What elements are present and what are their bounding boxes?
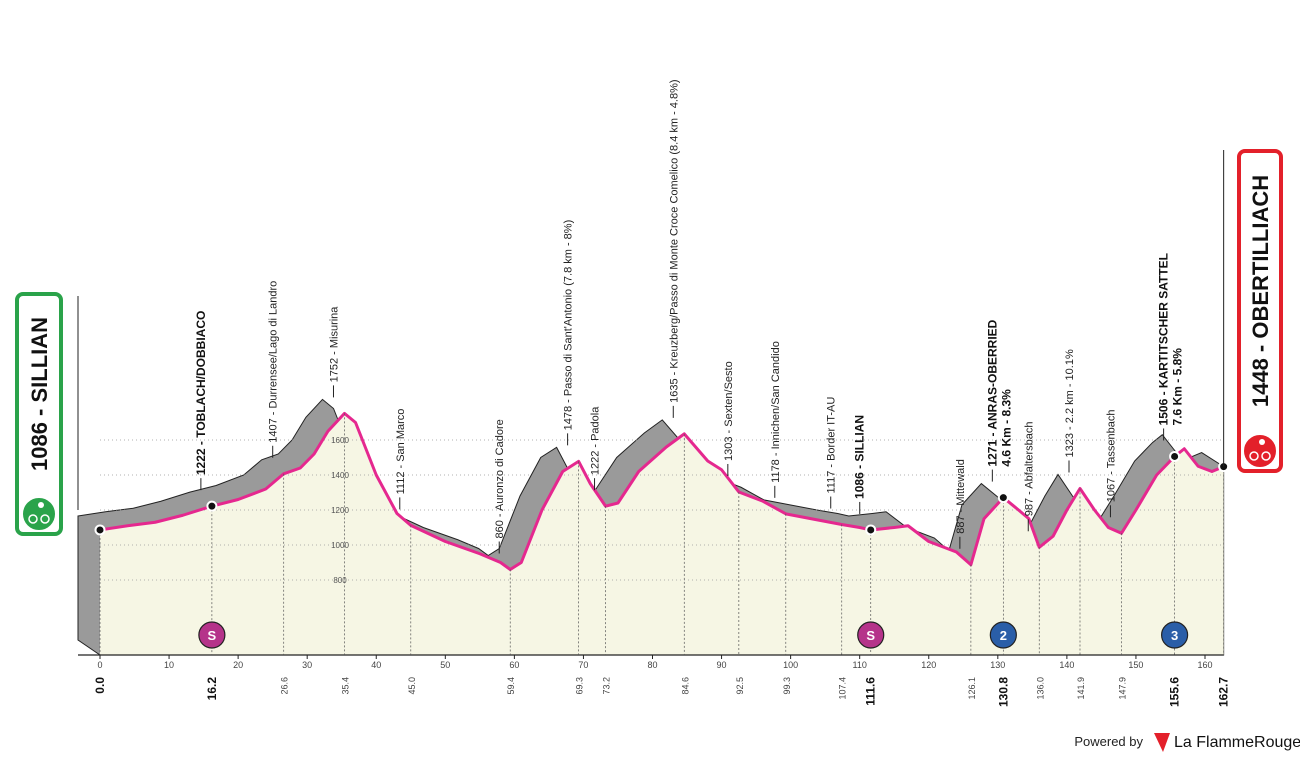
waypoint-dot (206, 500, 218, 512)
km-label: 45.0 (407, 677, 417, 695)
profile-area (100, 413, 1224, 655)
finish-box (1237, 149, 1283, 473)
km-label: 69.3 (575, 677, 585, 695)
km-label: 16.2 (205, 677, 219, 701)
waypoint-label: 1506 - KARTITSCHER SATTEL (1157, 253, 1171, 425)
x-tick-label: 20 (233, 660, 243, 670)
finish-icon (1242, 433, 1278, 469)
badge (857, 621, 885, 649)
x-tick-label: 130 (990, 660, 1005, 670)
badge (989, 621, 1017, 649)
km-label: 107.4 (838, 677, 848, 700)
finish-wheel (1249, 451, 1259, 461)
waypoint-label: 1117 - Border IT-AU (826, 397, 838, 494)
km-label: 155.6 (1168, 677, 1182, 707)
km-label: 73.2 (602, 677, 612, 695)
x-tick-label: 100 (783, 660, 798, 670)
waypoint-dot (1169, 450, 1181, 462)
x-tick-label: 40 (371, 660, 381, 670)
finish-rider (1259, 439, 1265, 445)
waypoint-label: 1222 - TOBLACH/DOBBIACO (194, 311, 208, 475)
km-label: 111.6 (864, 677, 878, 706)
waypoint-dot (94, 524, 106, 536)
waypoint-label: 1478 - Passo di Sant'Antonio (7.8 km - 8… (563, 220, 575, 431)
waypoint-label: 1303 - Sexten/Sesto (723, 361, 735, 461)
waypoint-detail: 4.6 Km - 8.3% (999, 389, 1013, 467)
waypoint-label: 887 - Mittewald (955, 459, 967, 534)
km-label: 35.4 (340, 677, 350, 695)
start-wheel (28, 514, 38, 524)
waypoint-label: 1112 - San Marco (395, 409, 407, 495)
badge (1161, 621, 1189, 649)
km-label: 141.9 (1076, 677, 1086, 700)
start-rider (38, 502, 44, 508)
badge-label: S (866, 628, 875, 643)
finish-wheel (1261, 451, 1271, 461)
waypoint-label: 987 - Abfaltersbach (1023, 421, 1035, 516)
finish-label: 1448 - OBERTILLIACH (1248, 175, 1273, 407)
km-label: 84.6 (680, 677, 690, 695)
x-tick-label: 50 (440, 660, 450, 670)
x-tick-label: 110 (853, 660, 867, 670)
badge-label: S (208, 628, 217, 643)
badge (198, 621, 226, 649)
km-label: 126.1 (967, 677, 977, 700)
waypoint-label: 1323 - 2.2 km - 10.1% (1064, 349, 1076, 457)
waypoint-label: 1222 - Padola (590, 406, 602, 475)
waypoint-label: 1067 - Tassenbach (1105, 410, 1117, 503)
start-box (15, 292, 63, 536)
km-label: 162.7 (1217, 677, 1231, 707)
y-tick-label: 1000 (331, 541, 349, 550)
powered-by: Powered by (1074, 734, 1143, 749)
x-tick-label: 70 (578, 660, 588, 670)
km-label: 136.0 (1035, 677, 1045, 700)
km-label: 130.8 (996, 677, 1010, 707)
x-tick-label: 60 (509, 660, 519, 670)
waypoint-dot (997, 492, 1009, 504)
badge-label: 3 (1171, 628, 1178, 643)
y-tick-label: 1400 (331, 471, 349, 480)
badge-label: 2 (1000, 628, 1007, 643)
y-tick-label: 800 (333, 576, 347, 585)
waypoint-detail: 7.6 Km - 5.8% (1171, 348, 1185, 426)
km-label: 99.3 (782, 677, 792, 695)
profile-line (99, 411, 1225, 571)
x-tick-label: 140 (1059, 660, 1074, 670)
x-tick-label: 120 (921, 660, 936, 670)
waypoint-label: 1407 - Durrensee/Lago di Landro (268, 281, 280, 443)
brand: La FlammeRouge (1174, 734, 1300, 751)
x-tick-label: 30 (302, 660, 312, 670)
km-label: 92.5 (735, 677, 745, 695)
km-label: 147.9 (1117, 677, 1127, 700)
x-tick-label: 90 (717, 660, 727, 670)
x-tick-label: 80 (647, 660, 657, 670)
km-label: 26.6 (280, 677, 290, 695)
start-icon (21, 496, 57, 532)
km-label: 0.0 (93, 677, 107, 694)
waypoint-dot (865, 524, 877, 536)
x-tick-label: 160 (1197, 660, 1212, 670)
waypoint-label: 860 - Auronzo di Cadore (494, 419, 506, 538)
waypoint-label: 1271 - ANRAS-OBERRIED (985, 319, 999, 466)
km-label: 59.4 (506, 677, 516, 695)
brand-logo (1154, 733, 1170, 752)
label-layer: 0.0 16.2 1222 - TOBLACH/DOBBIACO S 26.6 1407 … (15, 79, 1300, 752)
waypoint-label: 1086 - SILLIAN (853, 415, 867, 499)
y-tick-label: 1600 (331, 436, 349, 445)
waypoint-label: 1178 - Innichen/San Candido (770, 341, 782, 483)
x-tick-label: 150 (1128, 660, 1143, 670)
y-tick-label: 1200 (331, 506, 349, 515)
x-tick-label: 0 (97, 660, 102, 670)
waypoint-label: 1752 - Misurina (328, 306, 340, 383)
waypoint-label: 1635 - Kreuzberg/Passo di Monte Croce Co… (668, 79, 680, 402)
x-tick-label: 10 (164, 660, 174, 670)
start-label: 1086 - SILLIAN (27, 317, 52, 471)
start-wheel (40, 514, 50, 524)
